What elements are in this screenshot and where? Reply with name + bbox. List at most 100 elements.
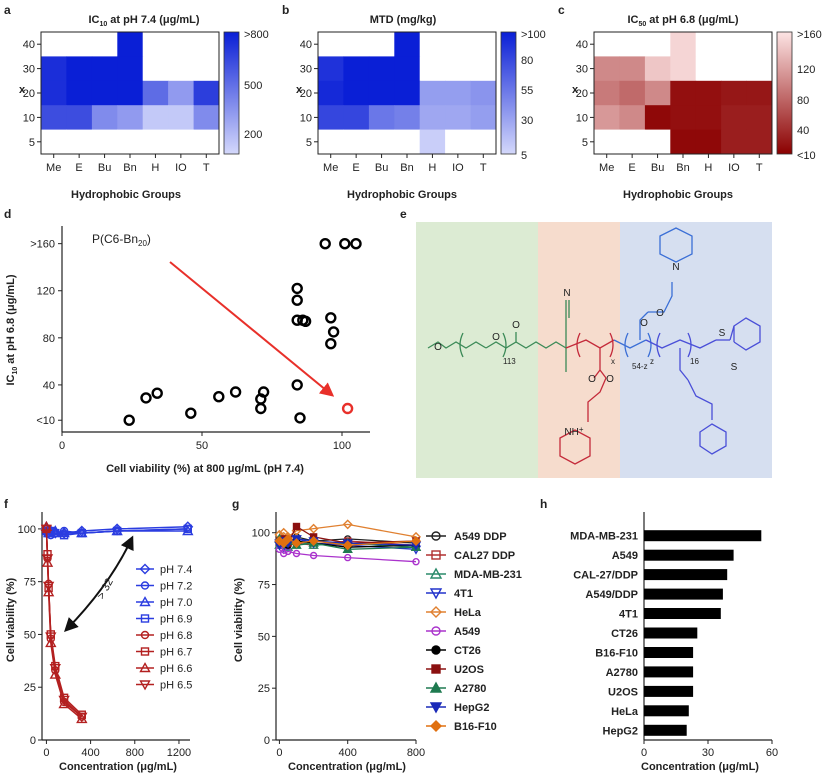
heatmap-cell (594, 56, 620, 82)
heatmap-cell (66, 105, 93, 131)
line-f-x-tick-label: 800 (126, 747, 144, 759)
heatmap-cell (695, 129, 722, 155)
line-f-y-tick-label: 0 (30, 735, 36, 747)
bar (644, 685, 694, 697)
series-marker (40, 524, 53, 535)
heatmap-cell (721, 105, 747, 131)
bar-h-category-label: U2OS (608, 686, 638, 698)
line-g-legend-label: A549 DDP (454, 531, 507, 543)
atom-o: O (656, 308, 664, 319)
bar (644, 724, 687, 736)
line-g-legend-label: MDA-MB-231 (454, 569, 522, 581)
bar (644, 666, 694, 678)
bar-h-xlabel: Concentration (μg/mL) (641, 761, 759, 773)
series-marker (182, 525, 194, 536)
heatmap-cell (193, 32, 220, 57)
series-marker (45, 636, 57, 648)
series-marker (49, 525, 61, 536)
series-marker (431, 626, 441, 636)
heatmap-cell (168, 129, 194, 155)
series-marker (411, 536, 421, 546)
bar (644, 705, 689, 717)
line-f-xlabel: Concentration (μg/mL) (59, 761, 177, 773)
heatmap-cell (343, 129, 370, 155)
atom-o: O (588, 374, 596, 385)
heatmap-cell (343, 80, 370, 106)
heatmap-c-title: IC50 at pH 6.8 (μg/mL) (627, 14, 738, 28)
line-f-x-tick-label: 1200 (167, 747, 191, 759)
series-marker (431, 664, 441, 674)
heatmap-cell (721, 56, 747, 82)
heatmap-cell (41, 32, 67, 57)
heatmap-cell (445, 105, 471, 131)
heatmap-cell (695, 80, 722, 106)
heatmap-cell (695, 32, 722, 57)
polymer-structure: O O O 113 N O O NH+ x (416, 222, 772, 478)
bar-chart-panel-h: 0 30 60 MDA-MB-231 A549 CAL-27/DDP A549/DDP 4T1… (570, 512, 778, 759)
line-f-legend-label: pH 7.2 (160, 581, 192, 593)
heatmap-cell (644, 80, 671, 106)
heatmap-y-tick-label: 5 (582, 137, 588, 149)
heatmap-cell (368, 32, 395, 57)
scatter-y-tick-label: 120 (37, 286, 55, 298)
bar-h-x-tick-label: 60 (766, 747, 778, 759)
scatter-point (294, 412, 306, 424)
scatter-x-tick-label: 50 (196, 440, 208, 452)
heatmap-x-tick-label: Bu (375, 162, 388, 174)
line-g-y-tick-label: 50 (258, 631, 270, 643)
line-f-legend-label: pH 6.9 (160, 614, 192, 626)
line-f-y-tick-label: 50 (24, 629, 36, 641)
series-marker (283, 533, 293, 544)
atom-n: N (672, 262, 679, 273)
heatmap-cell (343, 56, 370, 82)
panel-label-h: h (540, 497, 547, 511)
heatmap-b-xlabel: Hydrophobic Groups (347, 189, 457, 201)
line-f-legend-label: pH 7.4 (160, 564, 192, 576)
atom-o: O (640, 318, 648, 329)
series-marker (41, 554, 54, 565)
heatmap-cell (394, 105, 421, 131)
heatmap-cell (670, 129, 697, 155)
bar-h-category-label: A2780 (606, 667, 638, 679)
heatmap-cell (419, 105, 446, 131)
line-g-legend-label: A549 (454, 626, 480, 638)
heatmap-ic50-ph68: Me E Bu Bn H IO T 40 30 20 10 5 (576, 31, 773, 174)
series-marker (42, 581, 55, 592)
heatmap-y-tick-label: 30 (300, 64, 312, 76)
line-f-x-tick-label: 400 (81, 747, 99, 759)
heatmap-cell (41, 80, 67, 106)
scatter-point (257, 386, 270, 398)
heatmap-cell (142, 80, 169, 106)
heatmap-x-tick-label: H (151, 162, 159, 174)
heatmap-y-tick-label: 30 (23, 64, 35, 76)
line-g-legend-label: CAL27 DDP (454, 550, 515, 562)
heatmap-cell (368, 80, 395, 106)
heatmap-c-cbar-tick: 40 (797, 125, 809, 137)
series-marker (431, 531, 441, 541)
heatmap-c-cbar-tick: 120 (797, 64, 815, 76)
heatmap-b-cbar-tick: 5 (521, 150, 527, 162)
heatmap-cell (41, 56, 67, 82)
heatmap-cell (594, 80, 620, 106)
panel-label-d: d (4, 207, 11, 221)
series-marker (292, 549, 301, 558)
heatmap-cell (470, 56, 497, 82)
bar (644, 627, 698, 639)
heatmap-cell (594, 129, 620, 155)
heatmap-cell (66, 56, 93, 82)
scatter-point (123, 414, 135, 426)
heatmap-cell (91, 32, 118, 57)
heatmap-cell (318, 80, 344, 106)
heatmap-cell (142, 105, 169, 131)
series-marker (431, 645, 441, 655)
heatmap-cell (695, 105, 722, 131)
scatter-point (291, 282, 303, 295)
heatmap-cell (619, 129, 646, 155)
panel-label-c: c (558, 3, 565, 17)
heatmap-cell (343, 105, 370, 131)
heatmap-x-tick-label: Bn (123, 162, 136, 174)
subscript-z: z (650, 357, 654, 366)
heatmap-cell (619, 56, 646, 82)
atom-nh-plus: NH+ (564, 425, 583, 438)
heatmap-cell (41, 129, 67, 155)
